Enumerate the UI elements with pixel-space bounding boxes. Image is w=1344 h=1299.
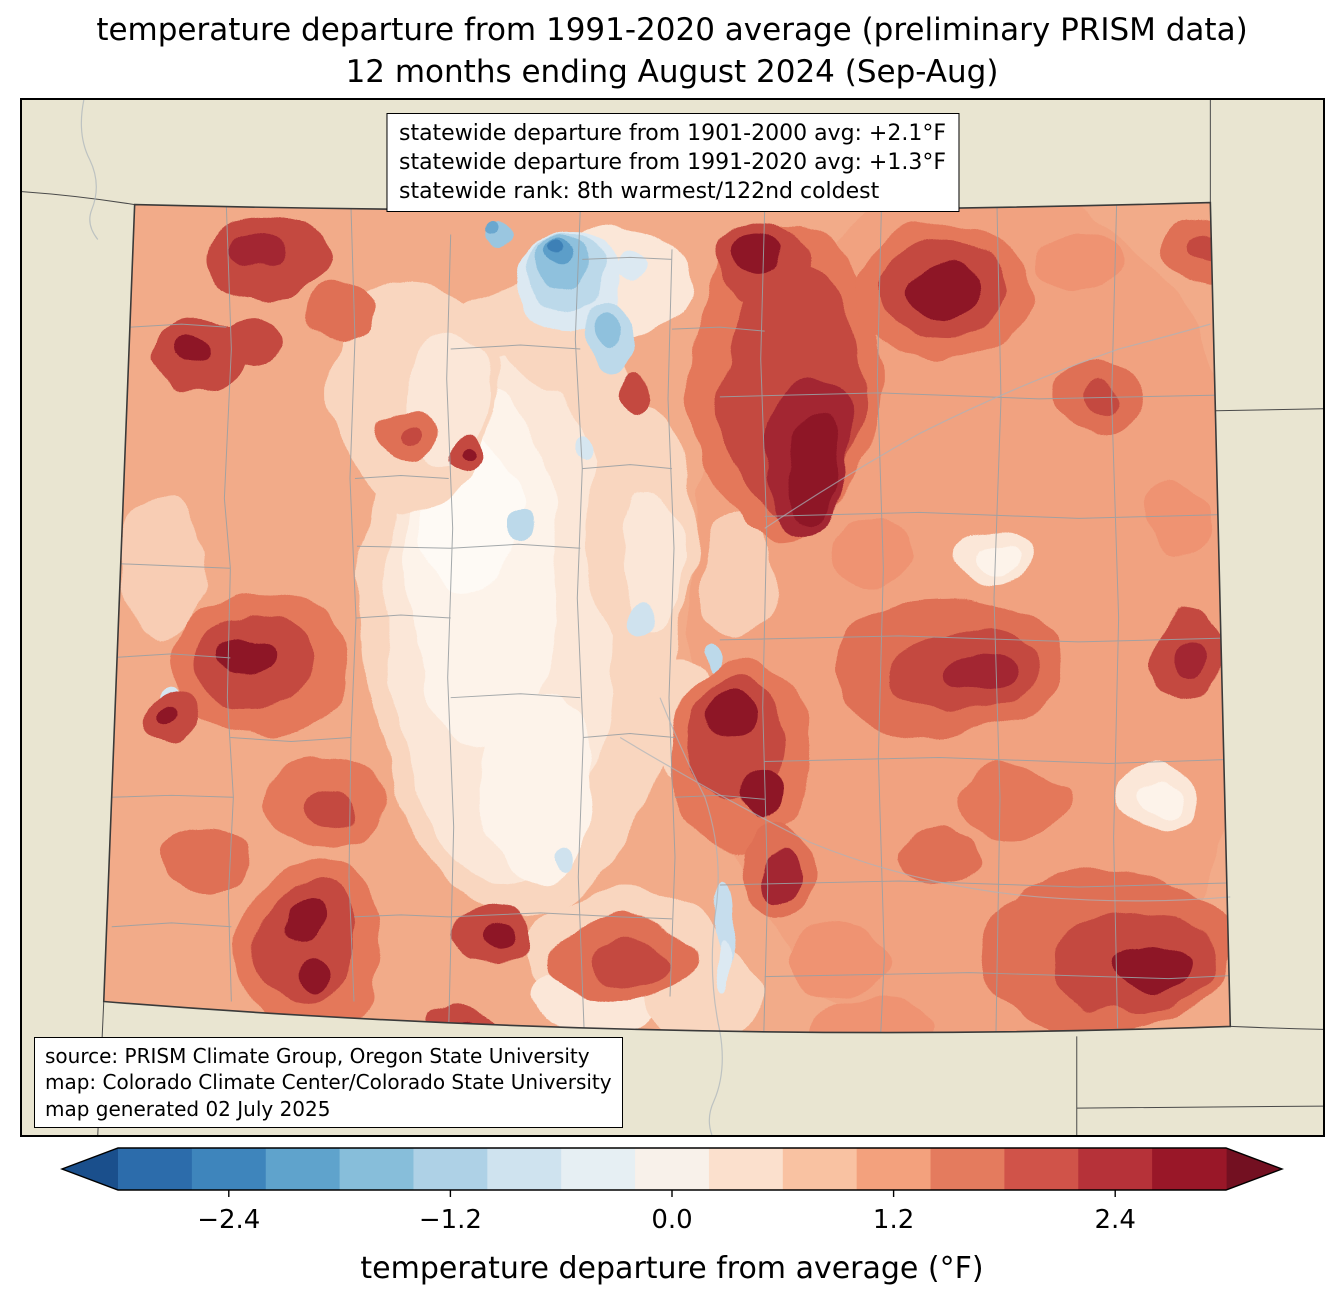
- colorado-departure-map: [22, 100, 1323, 1135]
- stats-line-2: statewide departure from 1991-2020 avg: …: [398, 150, 947, 176]
- colorbar-segment: [856, 1148, 932, 1190]
- colorbar-outline: [60, 1147, 1284, 1191]
- colorbar-segment: [708, 1148, 784, 1190]
- colorbar-segment: [339, 1148, 415, 1190]
- colorbar-segment: [191, 1148, 267, 1190]
- colorado-fill-region: [103, 202, 1231, 1033]
- temperature-contour-blobs: [116, 202, 1231, 1033]
- colorbar-tick-label: 0.0: [651, 1205, 692, 1235]
- colorbar-segment: [930, 1148, 1005, 1190]
- source-line-2: map: Colorado Climate Center/Colorado St…: [45, 1070, 612, 1095]
- colorbar-segment: [1004, 1148, 1079, 1190]
- title-line-2: 12 months ending August 2024 (Sep-Aug): [345, 53, 999, 90]
- colorbar-segment: [118, 1148, 193, 1190]
- colorbar-segment: [1078, 1148, 1153, 1190]
- source-line-3: map generated 02 July 2025: [45, 1096, 331, 1121]
- colorbar-tick-label: −2.4: [197, 1205, 260, 1235]
- stats-line-3: statewide rank: 8th warmest/122nd coldes…: [398, 179, 880, 205]
- colorbar-segment: [265, 1148, 341, 1190]
- colorbar: −2.4 −1.2 0.0 1.2 2.4 temperature departure f…: [60, 1147, 1284, 1286]
- colorbar-segment: [782, 1148, 858, 1190]
- colorbar-axis-label: temperature departure from average (°F): [360, 1251, 983, 1286]
- colorbar-segment: [561, 1148, 636, 1190]
- colorbar-segment: [413, 1148, 488, 1190]
- colorbar-segment: [1152, 1148, 1227, 1190]
- river-lines: [80, 100, 1231, 1135]
- neighbor-state-borders: [22, 100, 1323, 1135]
- colorbar-segment: [487, 1148, 562, 1190]
- colorbar-tick-label: −1.2: [419, 1205, 482, 1235]
- stats-box: statewide departure from 1901-2000 avg: …: [385, 113, 960, 213]
- source-line-1: source: PRISM Climate Group, Oregon Stat…: [45, 1043, 590, 1068]
- colorbar-under-arrow: [62, 1148, 118, 1190]
- colorbar-tick-label: 2.4: [1095, 1205, 1136, 1235]
- title-line-1: temperature departure from 1991-2020 ave…: [96, 12, 1248, 48]
- county-boundaries: [105, 203, 1231, 1033]
- map-frame: statewide departure from 1901-2000 avg: …: [20, 98, 1325, 1137]
- figure-title: temperature departure from 1991-2020 ave…: [0, 10, 1344, 93]
- colorbar-over-arrow: [1226, 1148, 1282, 1190]
- source-box: source: PRISM Climate Group, Oregon Stat…: [34, 1036, 623, 1128]
- colorbar-segment: [635, 1148, 710, 1190]
- stats-line-1: statewide departure from 1901-2000 avg: …: [398, 121, 947, 146]
- colorbar-tick-label: 1.2: [873, 1205, 914, 1235]
